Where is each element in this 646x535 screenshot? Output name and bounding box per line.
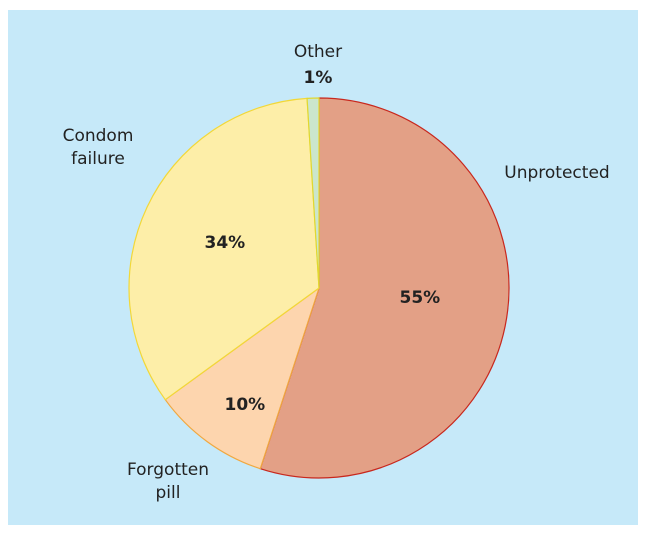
- category-label: Condom failure: [62, 126, 134, 169]
- pie-slice: [164, 286, 321, 470]
- value-label: 1%: [303, 68, 333, 88]
- value-label: 34%: [204, 233, 246, 253]
- category-label: Other: [293, 41, 343, 62]
- pie-slice: [128, 97, 320, 401]
- category-label: Unprotected: [504, 162, 610, 183]
- pie-slice: [259, 97, 510, 479]
- category-label: Forgotten pill: [126, 460, 210, 503]
- value-label: 55%: [399, 288, 441, 308]
- pie-slice: [306, 97, 320, 289]
- value-label: 10%: [224, 395, 266, 415]
